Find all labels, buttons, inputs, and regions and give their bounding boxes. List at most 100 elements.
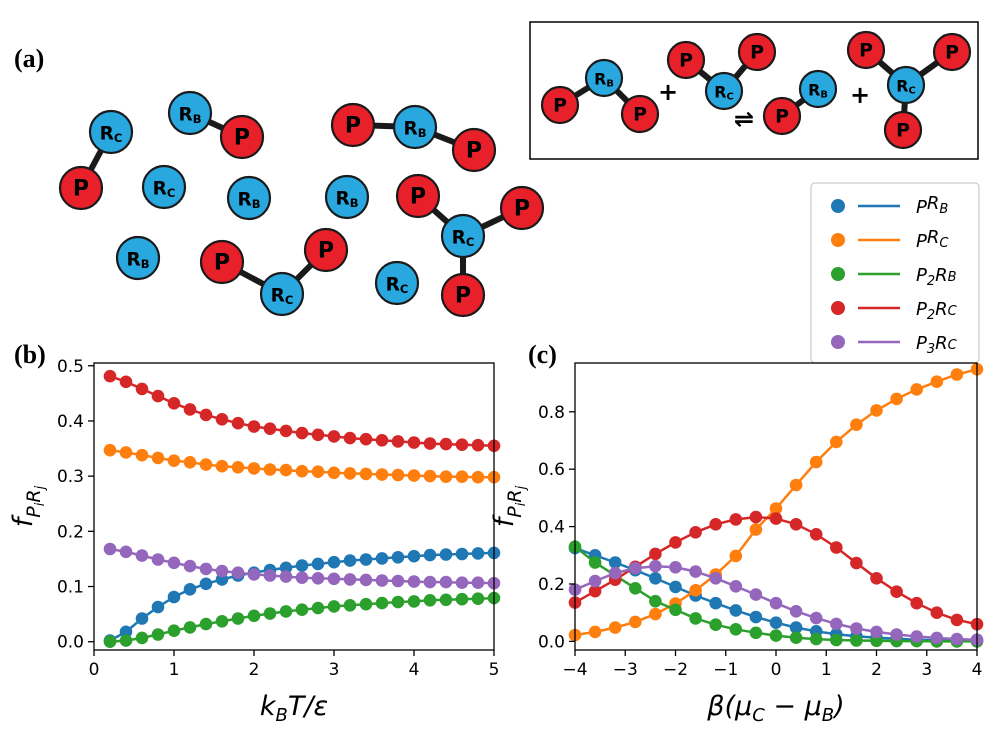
data-point-P3R_C xyxy=(749,588,763,601)
x-tick-label: 1 xyxy=(169,660,180,680)
free-r-c-2-circle xyxy=(374,260,420,306)
data-point-PR_C xyxy=(359,467,373,481)
rxn-p2r-b-r-atom-circle xyxy=(584,58,624,98)
data-point-P3R_C xyxy=(279,570,293,583)
mol-p3r-c-1-p-atom-2: P xyxy=(440,272,486,318)
mol-p3r-c-1-r-atom: RC xyxy=(440,213,486,259)
data-point-PR_B xyxy=(729,604,743,617)
data-point-P2R_C xyxy=(423,437,437,450)
legend-label-P2R_C: P2RC xyxy=(916,299,958,323)
data-point-PR_B xyxy=(327,555,341,569)
x-tick-label: 4 xyxy=(972,660,983,680)
x-tick-label: −2 xyxy=(663,660,688,680)
data-point-P2R_C xyxy=(199,408,213,422)
data-point-P3R_C xyxy=(311,572,325,585)
free-r-b-1: RB xyxy=(226,175,272,221)
data-point-P2R_C xyxy=(231,416,245,430)
data-point-P2R_B xyxy=(769,629,783,642)
data-point-PR_B xyxy=(135,612,149,625)
data-point-P3R_C xyxy=(830,617,843,631)
y-tick-label: 0.8 xyxy=(538,403,565,423)
rxn-pr-c-p2r-c-p-atom-1-circle xyxy=(737,32,777,72)
y-tick-label: 0.0 xyxy=(57,633,84,653)
data-point-P2R_B xyxy=(850,634,863,647)
mol-pr-c-1-p-atom-0-circle xyxy=(58,165,104,211)
rxn-p3r-c-p-atom-0-label: P xyxy=(859,39,873,61)
free-r-b-3: RB xyxy=(115,235,161,281)
data-point-P2R_C xyxy=(669,536,682,549)
mol-p3r-c-1-p-atom-0-circle xyxy=(395,173,441,219)
data-point-PR_C xyxy=(471,470,485,484)
mol-p3r-c-1-p-atom-1-circle xyxy=(499,185,545,231)
data-point-P3R_C xyxy=(729,580,743,593)
data-point-P2R_B xyxy=(407,595,421,608)
rxn-p3r-c-r-atom-label: RC xyxy=(896,76,915,96)
mol-p3r-c-1-p-atom-1-label: P xyxy=(514,197,530,222)
y-tick-label: 0.4 xyxy=(57,412,84,432)
legend-marker-PR_B xyxy=(831,199,845,213)
mol-pr-b-1-p-atom-0-label: P xyxy=(234,126,250,151)
legend-item-P2R_B: P2RB xyxy=(831,265,957,289)
data-point-P2R_C xyxy=(103,369,117,383)
rxn-pr-c-p2r-c-r-atom-label: RC xyxy=(714,82,733,102)
mol-p2r-b-1-p-atom-1-circle xyxy=(451,127,497,173)
x-tick-label: 0 xyxy=(771,660,782,680)
free-r-b-1-circle xyxy=(226,175,272,221)
data-point-P3R_C xyxy=(850,622,863,635)
mol-p2r-c-1-p-atom-0-label: P xyxy=(214,251,230,276)
data-point-P2R_C xyxy=(167,397,181,410)
rxn-pr-b-r-atom-circle xyxy=(798,69,838,109)
rxn-p3r-c-p-atom-1: P xyxy=(932,32,972,72)
data-point-PR_C xyxy=(439,470,453,484)
data-point-P2R_C xyxy=(910,596,923,610)
data-point-P2R_C xyxy=(183,403,197,416)
data-point-P2R_C xyxy=(359,432,373,446)
data-point-P3R_C xyxy=(151,553,165,566)
y-tick-label: 0.1 xyxy=(57,578,84,598)
rxn-pr-c-p2r-c-p-atom-0-label: P xyxy=(679,49,693,71)
rxn-pr-c-p2r-c-r-atom: RC xyxy=(704,71,744,111)
data-point-P2R_C xyxy=(151,389,165,403)
mol-p3r-c-1-p-atom-0-label: P xyxy=(410,185,426,210)
free-r-c-2-label: RC xyxy=(386,275,409,297)
data-point-P2R_B xyxy=(311,601,325,615)
data-point-P2R_C xyxy=(850,556,863,570)
data-point-P2R_C xyxy=(870,572,883,585)
data-point-P2R_B xyxy=(689,612,702,625)
data-point-P2R_B xyxy=(167,624,181,637)
data-point-P3R_C xyxy=(649,559,662,573)
data-point-PR_B xyxy=(709,596,722,610)
data-point-PR_C xyxy=(103,443,117,457)
data-point-P2R_B xyxy=(669,603,682,617)
data-point-PR_C xyxy=(183,456,197,469)
data-point-P2R_C xyxy=(295,426,309,440)
data-point-P2R_B xyxy=(343,599,357,612)
rxn-pr-b-r-atom-label: RB xyxy=(808,80,828,100)
data-point-P3R_C xyxy=(215,564,229,578)
plus-sign-1: + xyxy=(658,78,678,106)
data-point-PR_C xyxy=(950,368,964,381)
rxn-p3r-c-p-atom-0-circle xyxy=(846,30,886,70)
data-point-PR_B xyxy=(769,616,783,629)
mol-p2r-b-1-p-atom-1-label: P xyxy=(466,139,482,164)
data-point-P2R_B xyxy=(375,596,389,610)
data-point-P2R_C xyxy=(749,510,763,524)
data-point-PR_C xyxy=(391,468,405,482)
mol-pr-b-1-p-atom-0-circle xyxy=(219,114,265,160)
data-point-P2R_C xyxy=(809,528,823,541)
data-point-PR_C xyxy=(649,607,662,621)
free-r-b-3-circle xyxy=(115,235,161,281)
rxn-p2r-b-p-atom-1-circle xyxy=(620,94,660,134)
data-point-PR_B xyxy=(423,548,437,562)
data-point-P2R_B xyxy=(709,618,722,631)
data-point-P2R_B xyxy=(327,600,341,613)
data-point-PR_C xyxy=(135,448,149,462)
data-point-P2R_B xyxy=(295,603,309,616)
data-point-PR_B xyxy=(471,547,485,560)
data-point-PR_B xyxy=(183,583,197,596)
data-point-P2R_B xyxy=(588,556,602,569)
x-tick-label: 1 xyxy=(821,660,832,680)
data-point-P2R_B xyxy=(423,594,437,607)
legend-marker-P3R_C xyxy=(831,335,845,349)
legend-label-P2R_B: P2RB xyxy=(916,265,957,289)
